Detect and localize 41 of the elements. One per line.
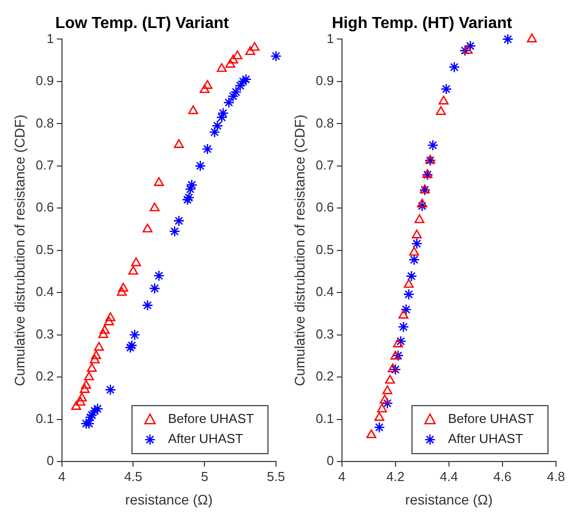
y-tick-label: 0.4: [316, 284, 334, 300]
y-tick-label: 0: [326, 453, 334, 468]
x-tick-label: 4: [338, 468, 346, 484]
y-tick-label: 0: [46, 453, 54, 468]
y-tick-label: 1: [46, 30, 54, 46]
y-tick-label: 0.8: [36, 115, 54, 130]
chart-title: High Temp. (HT) Variant: [332, 15, 513, 32]
y-tick-label: 0.4: [36, 284, 54, 300]
x-axis-title: resistance (Ω): [405, 491, 493, 508]
x-tick-label: 5: [200, 468, 208, 484]
legend-label: Before UHAST: [448, 411, 534, 426]
x-tick-label: 5.5: [266, 468, 286, 484]
y-tick-label: 0.6: [36, 200, 54, 215]
y-tick-label: 0.1: [36, 410, 54, 426]
y-axis-title: Cumulative distrubution of resistance (CDF): [291, 114, 308, 386]
y-tick-label: 0.7: [316, 158, 334, 172]
chart-title: Low Temp. (LT) Variant: [55, 15, 230, 32]
x-tick-label: 4.8: [546, 468, 566, 484]
legend-label: Before UHAST: [168, 411, 254, 426]
y-tick-label: 0.3: [36, 326, 54, 342]
y-tick-label: 0.1: [316, 410, 334, 426]
y-tick-label: 0.3: [316, 326, 334, 342]
y-tick-label: 0.9: [36, 73, 54, 88]
y-tick-label: 0.9: [316, 73, 334, 88]
y-axis-title: Cumulative distrubution of resistance (CDF): [11, 114, 28, 386]
x-tick-label: 4.6: [493, 468, 512, 484]
x-tick-label: 4.4: [440, 468, 458, 484]
x-tick-label: 4: [58, 468, 66, 484]
y-tick-label: 1: [326, 30, 334, 46]
y-tick-label: 0.5: [316, 242, 334, 257]
x-tick-label: 4.5: [124, 468, 142, 484]
legend-label: After UHAST: [448, 431, 524, 446]
legend-label: After UHAST: [168, 431, 244, 446]
y-tick-label: 0.2: [36, 368, 54, 384]
x-tick-label: 4.2: [386, 468, 404, 484]
y-tick-label: 0.5: [36, 242, 54, 257]
x-axis-title: resistance (Ω): [125, 491, 213, 508]
y-tick-label: 0.8: [316, 115, 334, 130]
y-tick-label: 0.6: [316, 200, 334, 215]
y-tick-label: 0.2: [316, 368, 334, 384]
y-tick-label: 0.7: [36, 158, 54, 172]
